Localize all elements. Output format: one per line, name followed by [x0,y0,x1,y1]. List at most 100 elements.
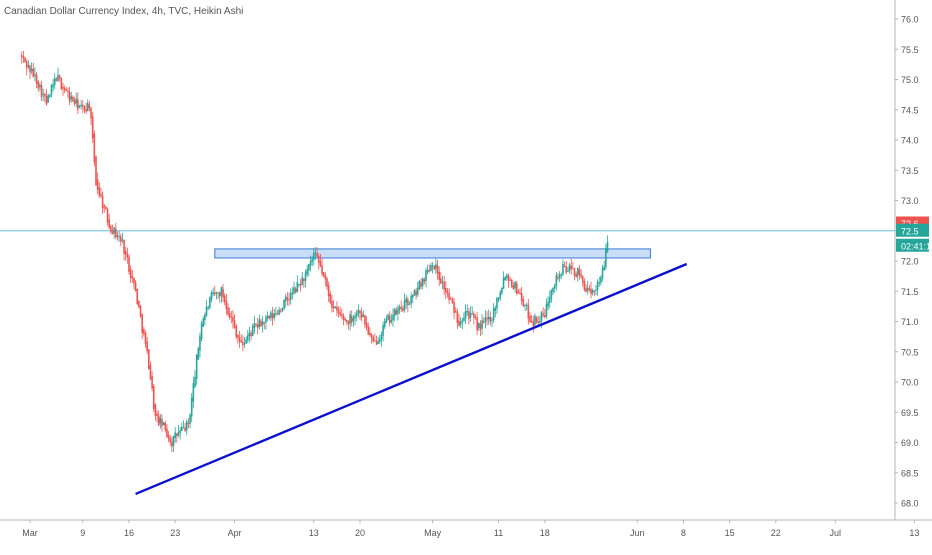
candle-up [466,311,469,313]
candle-down [360,312,363,318]
candle-up [547,301,549,307]
candle-up [601,268,604,279]
candle-up [118,236,120,238]
candle-down [240,340,242,343]
candle-up [431,265,434,267]
candle-up [441,281,444,283]
candle-down [32,68,35,78]
candle-up [50,85,53,96]
support-trendline [135,262,688,496]
candle-up [362,315,365,317]
candle-up [568,264,571,271]
candle-down [91,116,94,139]
candle-up [78,105,81,108]
candle-down [520,293,523,301]
candle-up [309,261,312,266]
candle-up [195,354,198,379]
candle-down [187,423,190,425]
candle-down [63,88,66,91]
candle-up [558,274,561,279]
candle-down [115,228,117,238]
candle-down [124,250,127,255]
candle-down [164,422,167,431]
candle-up [207,307,209,309]
candle-down [522,299,525,307]
candle-down [570,265,572,269]
candle-down [143,329,145,334]
candle-down [563,266,566,268]
candle-up [525,304,528,306]
candle-down [474,316,477,318]
candle-up [471,313,473,315]
candle-up [392,314,394,321]
candle-up [560,274,563,276]
candle-down [317,255,320,263]
candle-down [329,293,332,303]
candle-up [197,348,200,360]
candle-up [275,313,277,315]
candle-down [133,277,135,284]
candle-up [248,332,251,337]
candle-down [139,305,142,317]
candle-up [49,94,51,97]
candle-down [263,322,266,324]
candle-down [146,341,148,352]
candle-up [545,303,548,317]
candle-down [509,279,511,281]
candle-down [166,428,168,437]
candle-up [261,321,264,326]
candle-down [537,321,539,323]
candle-down [482,321,485,323]
candle-down [45,95,48,105]
candle-up [552,287,554,292]
y-tick-label: 75.0 [901,75,919,85]
candle-up [70,96,73,100]
candle-up [403,300,406,311]
candle-down [123,239,125,254]
x-tick-label: Apr [228,528,242,538]
candle-down [489,317,492,322]
candle-down [40,85,43,98]
candle-up [548,297,551,303]
candle-down [62,86,64,89]
x-tick-label: Jul [829,528,841,538]
candle-down [228,312,231,318]
candle-down [149,365,152,380]
candle-down [476,317,478,331]
x-tick-label: 11 [494,528,503,538]
candle-down [585,288,587,292]
candle-down [280,310,282,312]
candle-up [504,277,506,280]
candle-up [416,287,419,295]
candle-down [157,415,160,426]
candle-down [364,315,366,325]
candle-down [238,337,241,342]
candle-down [67,90,69,93]
y-tick-label: 76.0 [901,15,919,25]
candle-down [214,292,216,295]
candle-down [438,271,440,280]
candle-up [603,266,605,271]
candle-up [311,259,313,263]
candle-down [322,272,325,277]
candle-down [35,74,38,84]
candle-down [336,306,338,311]
y-tick-label: 71.0 [901,317,919,327]
candle-up [494,307,497,311]
candle-up [463,317,465,321]
candle-down [65,90,68,92]
candle-up [189,414,191,424]
candle-up [430,265,432,272]
candle-up [380,334,383,340]
candle-up [382,325,384,336]
candle-up [215,292,218,294]
candle-down [407,299,409,306]
countdown-label: 02:41:14 [901,241,932,251]
candle-down [573,268,576,276]
candle-down [106,208,109,223]
candle-up [220,287,223,296]
candle-down [85,109,87,112]
candle-up [600,277,602,283]
